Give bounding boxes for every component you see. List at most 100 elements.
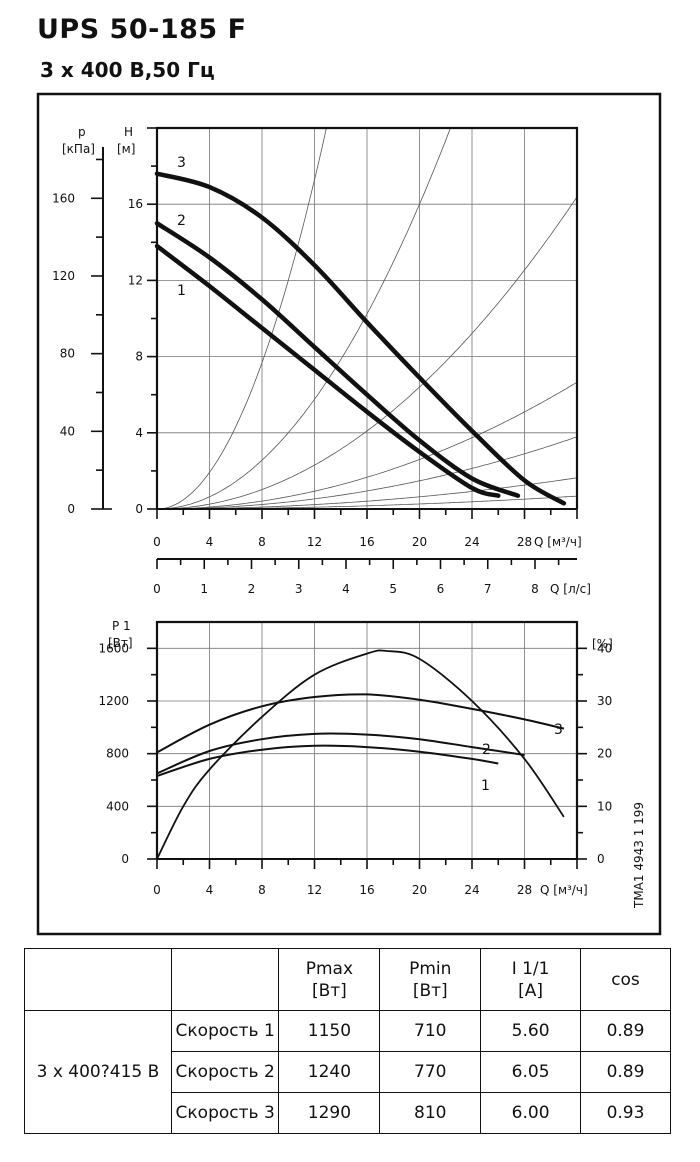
curve-label-2: 2 [177,213,186,229]
h-axis-unit: [м] [117,142,135,156]
curve-label-1: 1 [177,283,186,299]
pump-curve-2 [154,221,521,498]
q2-tick-label: 8 [531,582,539,596]
header-empty-cell [24,948,172,1011]
spec-table: Pmax [Вт] Pmin [Вт] I 1/1 [A] cos 3 x 400?4… [24,948,672,1134]
power-curve-3 [156,693,565,754]
eff-tick-label: 30 [597,694,612,708]
plot-frame [155,620,579,859]
q-tick-label: 24 [464,535,479,549]
pmin-cell: 710 [379,1010,482,1052]
q-tick-label: 12 [307,535,322,549]
header-empty-cell [170,948,280,1011]
p-tick-label: 0 [67,502,75,516]
system-curve [156,381,578,510]
q2-tick-label: 3 [295,582,303,596]
power-curve-2 [156,732,525,775]
voltage-cell: 3 x 400?415 В [24,1010,172,1134]
header-pmin-label: Pmin [409,958,452,979]
speed-cell: Скорость 1 [170,1010,280,1052]
q-tick-label: 16 [359,883,374,897]
h-axis-label: H [124,125,133,139]
q2-tick-label: 1 [200,582,208,596]
q-axis-label: Q [м³/ч] [540,883,588,897]
page-title: UPS 50-185 F [37,14,247,45]
q2-tick-label: 6 [437,582,445,596]
pump-curve-1 [154,243,501,498]
h-tick-label: 12 [128,273,143,287]
header-pmax-label: Pmax [305,958,354,979]
eff-tick-label: 0 [597,852,605,866]
watermark-code: TMA1 4943 1 199 [632,802,646,909]
q2-tick-label: 5 [389,582,397,596]
q2-tick-label: 0 [153,582,161,596]
p-tick-label: 40 [60,424,75,438]
efficiency-curve [156,649,565,860]
header-pmin: Pmin [Вт] [379,948,482,1011]
system-curve [156,127,327,510]
header-cos: cos [579,948,672,1011]
header-pmin-unit: [Вт] [412,980,448,1001]
header-current-unit: [A] [518,980,544,1001]
table-header-row: Pmax [Вт] Pmin [Вт] I 1/1 [A] cos [24,948,672,1011]
pmax-cell: 1240 [278,1051,381,1093]
p1-tick-label: 400 [106,799,129,813]
h-tick-label: 0 [135,502,143,516]
curve-label-3: 3 [177,155,186,171]
p-tick-label: 120 [52,269,75,283]
figure-frame [36,92,662,936]
h-tick-label: 8 [135,350,143,364]
pmax-cell: 1290 [278,1092,381,1134]
current-cell: 5.60 [480,1010,581,1052]
p1-tick-label: 1600 [98,641,129,655]
power-curve-label-1: 1 [481,778,490,794]
q-tick-label: 8 [258,535,266,549]
cos-cell: 0.89 [579,1051,672,1093]
system-curve [156,127,451,510]
cos-cell: 0.89 [579,1010,672,1052]
q-tick-label: 28 [517,535,532,549]
speed-cell: Скорость 3 [170,1092,280,1134]
table-row: Скорость 2 1240 770 6.05 0.89 [25,1051,672,1093]
table-row: 3 x 400?415 В Скорость 1 1150 710 5.60 0… [24,1010,672,1134]
q2-tick-label: 4 [342,582,350,596]
q-tick-label: 28 [517,883,532,897]
pump-curve-3 [154,171,567,506]
q-tick-label: 4 [206,535,214,549]
header-current-label: I 1/1 [511,958,550,979]
power-curve-label-3: 3 [554,722,563,738]
table-row: Скорость 3 1290 810 6.00 0.93 [25,1092,672,1134]
q2-tick-label: 2 [248,582,256,596]
q-tick-label: 0 [153,883,161,897]
p1-axis-unit: [Вт] [108,636,133,650]
eff-tick-label: 10 [597,799,612,813]
q2-tick-label: 7 [484,582,492,596]
q-tick-label: 8 [258,883,266,897]
header-current: I 1/1 [A] [480,948,581,1011]
q-tick-label: 4 [206,883,214,897]
cos-cell: 0.93 [579,1092,672,1134]
q-tick-label: 24 [464,883,479,897]
p-tick-label: 80 [60,347,75,361]
page-subtitle: 3 x 400 В,50 Гц [40,58,215,82]
eff-tick-label: 40 [597,641,612,655]
system-curve [156,436,578,510]
p1-tick-label: 0 [121,852,129,866]
eff-axis-label: [%] [592,637,613,651]
p-tick-label: 160 [52,191,75,205]
current-cell: 6.05 [480,1051,581,1093]
header-pmax: Pmax [Вт] [278,948,381,1011]
q-axis-label: Q [м³/ч] [534,535,582,549]
system-curve [156,196,578,510]
q-tick-label: 16 [359,535,374,549]
power-curve-label-2: 2 [482,742,491,758]
pmin-cell: 770 [379,1051,482,1093]
eff-tick-label: 20 [597,747,612,761]
speed-cell: Скорость 2 [170,1051,280,1093]
q-tick-label: 12 [307,883,322,897]
q-tick-label: 0 [153,535,161,549]
h-tick-label: 4 [135,426,143,440]
